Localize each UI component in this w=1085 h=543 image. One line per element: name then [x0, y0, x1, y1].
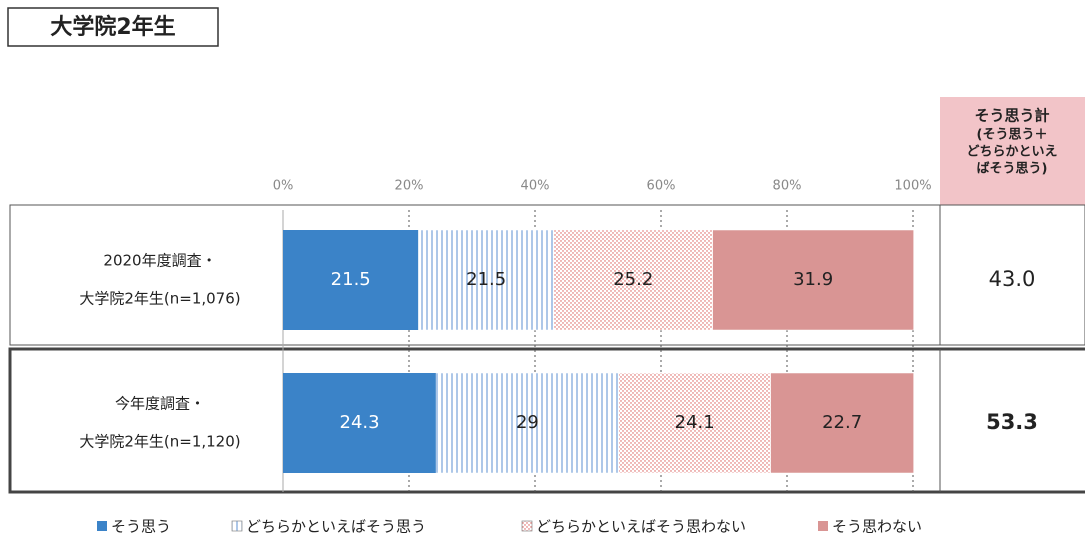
total-subtitle: ばそう思う): [977, 162, 1048, 177]
category-label: 2020年度調査・: [103, 252, 216, 270]
bar-segment: [418, 229, 555, 331]
bar-segment: [283, 230, 419, 330]
legend-swatch: [818, 521, 828, 531]
data-label: 31.9: [793, 269, 833, 290]
bar-segment: [435, 372, 620, 474]
bar-segment: [712, 229, 914, 331]
data-label: 25.2: [613, 269, 653, 290]
data-label: 24.3: [340, 412, 380, 433]
legend-label: そう思う: [111, 518, 171, 536]
total-subtitle: どちらかといえ: [966, 145, 1057, 160]
total-header: [940, 97, 1085, 205]
legend-label: どちらかといえばそう思わない: [536, 518, 746, 536]
row-frame: [8, 347, 1085, 494]
category-label: 大学院2年生(n=1,076): [79, 290, 240, 308]
total-subtitle: (そう思う＋: [977, 128, 1048, 143]
total-title: そう思う計: [974, 107, 1049, 125]
x-tick-label: 0%: [273, 179, 294, 194]
data-label: 21.5: [466, 269, 506, 290]
category-label: 今年度調査・: [115, 395, 205, 413]
data-label: 21.5: [331, 269, 371, 290]
total-cell: [939, 204, 1085, 346]
data-label: 22.7: [822, 412, 862, 433]
total-value: 43.0: [989, 267, 1036, 291]
x-tick-label: 40%: [521, 179, 550, 194]
bar-segment: [553, 229, 713, 331]
x-tick-label: 20%: [395, 179, 424, 194]
data-label: 29: [516, 412, 539, 433]
x-tick-label: 100%: [894, 179, 931, 194]
x-tick-label: 80%: [773, 179, 802, 194]
legend-swatch: [521, 520, 533, 532]
data-label: 24.1: [675, 412, 715, 433]
legend-label: どちらかといえばそう思う: [246, 518, 426, 536]
total-value: 53.3: [986, 410, 1038, 434]
legend-label: そう思わない: [832, 518, 922, 536]
legend-swatch: [231, 520, 243, 532]
legend-swatch: [97, 521, 107, 531]
bar-segment: [618, 372, 771, 474]
category-label: 大学院2年生(n=1,120): [79, 433, 240, 451]
title-box: [7, 7, 219, 47]
chart-title: 大学院2年生: [50, 14, 175, 40]
x-tick-label: 60%: [647, 179, 676, 194]
bar-segment: [283, 373, 437, 473]
bar-segment: [770, 372, 914, 474]
